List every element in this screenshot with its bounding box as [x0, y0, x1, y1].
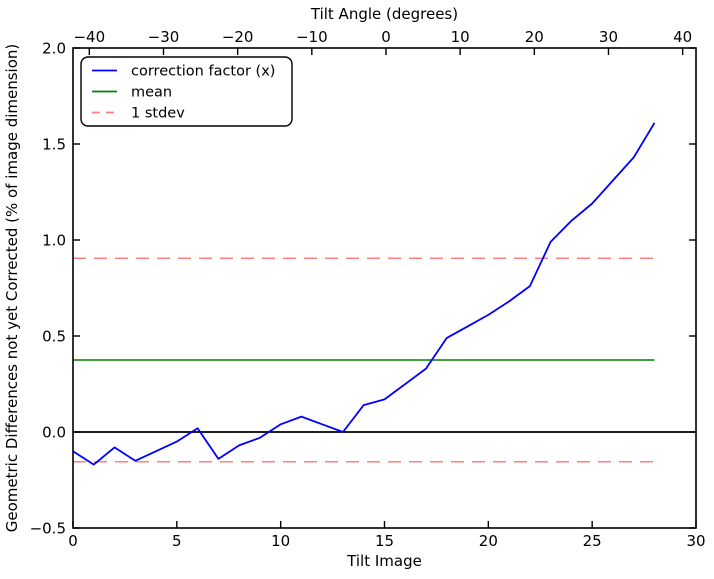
- y-axis-ticklabels: 2.0 1.5 1.0 0.5 0.0 −0.5: [30, 40, 66, 538]
- x-bottom-ticklabel: 20: [479, 532, 498, 550]
- series-correction-factor: [72, 122, 656, 466]
- y-ticklabel: 0.5: [42, 328, 66, 346]
- y-ticklabel: 2.0: [42, 40, 66, 58]
- x-bottom-ticklabel: 0: [68, 532, 78, 550]
- x-top-ticklabel: −10: [296, 28, 328, 46]
- legend-label: correction factor (x): [131, 64, 275, 80]
- x-top-ticklabel: −40: [73, 28, 105, 46]
- x-bottom-ticklabel: 5: [172, 532, 182, 550]
- y-axis-label: Geometric Differences not yet Corrected …: [3, 44, 21, 533]
- x-bottom-ticklabel: 10: [271, 532, 290, 550]
- x-axis-bottom-ticklabels: 0 5 10 15 20 25 30: [68, 532, 705, 550]
- x-top-ticklabel: 10: [451, 28, 470, 46]
- x-top-ticklabel: 20: [525, 28, 544, 46]
- x-top-ticklabel: −30: [148, 28, 180, 46]
- x-top-ticklabel: 40: [673, 28, 692, 46]
- top-axis-title: Tilt Angle (degrees): [310, 5, 458, 23]
- legend-label: 1 stdev: [131, 106, 185, 122]
- y-ticklabel: 0.0: [42, 424, 66, 442]
- y-ticklabel: 1.0: [42, 232, 66, 250]
- x-top-ticklabel: −20: [222, 28, 254, 46]
- axis-ticks: [72, 47, 697, 529]
- x-top-ticklabel: 0: [381, 28, 391, 46]
- x-bottom-ticklabel: 25: [583, 532, 602, 550]
- x-axis-top-ticklabels: −40 −30 −20 −10 0 10 20 30 40: [73, 28, 692, 46]
- series-line-correction-factor-x-: [72, 122, 656, 466]
- legend-box: [80, 56, 293, 127]
- x-bottom-ticklabel: 30: [686, 532, 705, 550]
- y-ticklabel: 1.5: [42, 136, 66, 154]
- x-bottom-ticklabel: 15: [375, 532, 394, 550]
- y-ticklabel: −0.5: [30, 520, 66, 538]
- x-axis-label: Tilt Image: [346, 552, 422, 570]
- legend: correction factor (x) mean 1 stdev: [80, 56, 293, 127]
- x-top-ticklabel: 30: [599, 28, 618, 46]
- legend-label: mean: [131, 85, 172, 101]
- reference-lines: [73, 257, 696, 463]
